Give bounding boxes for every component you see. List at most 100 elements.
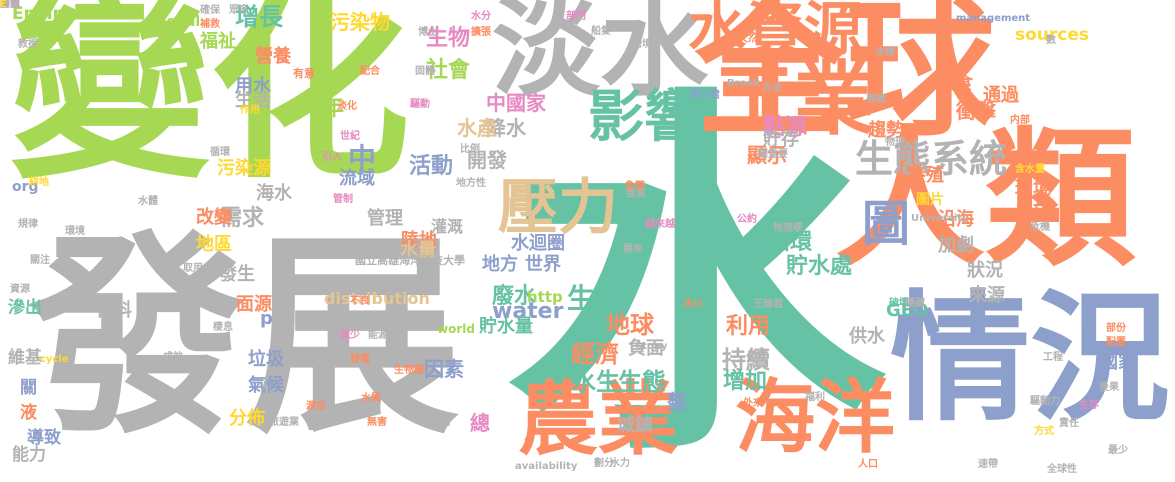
word-110: 教授 — [18, 39, 38, 50]
word-165: 劃分 — [594, 458, 614, 469]
word-179: 後果 — [1099, 382, 1119, 393]
word-186: 有意 — [293, 67, 315, 80]
word-55: 地球 — [606, 311, 654, 339]
word-82: 衝擊 — [956, 99, 996, 123]
word-44: 水量 — [400, 240, 436, 261]
word-23: 營養 — [255, 46, 291, 67]
word-164: 少 — [524, 436, 534, 447]
word-24: 用水 — [235, 76, 271, 97]
word-107: 確保 — [200, 5, 220, 16]
word-63: 城鎮 — [617, 415, 653, 436]
word-49: distribution — [324, 289, 430, 308]
word-105: cycle — [40, 354, 69, 365]
word-75: 養殖 — [908, 165, 944, 186]
word-169: 人口 — [858, 459, 878, 470]
word-65: 利用 — [726, 314, 771, 339]
word-46: 世界 — [525, 254, 561, 275]
word-149: 規律 — [18, 219, 38, 230]
word-103: Brook — [727, 78, 760, 89]
word-11: 農業 — [518, 373, 678, 466]
word-73: 來源 — [969, 285, 1005, 306]
word-177: 驅動力 — [1030, 396, 1060, 407]
word-57: 負面 — [628, 338, 664, 359]
word-59: 水生 — [572, 368, 620, 396]
word-156: 成效 — [163, 352, 183, 363]
word-140: 地方性 — [456, 178, 486, 189]
word-67: 貯水處 — [786, 254, 853, 279]
word-16: Environment — [12, 4, 135, 24]
word-28: 降水 — [486, 116, 526, 140]
word-17: Global — [150, 14, 201, 30]
word-111: 作用 — [240, 105, 260, 116]
word-133: 公約 — [737, 214, 757, 225]
word-39: 地區 — [196, 234, 232, 255]
word-94: 氣候 — [248, 375, 284, 396]
word-3: 發展 — [30, 212, 460, 463]
word-176: 生存 — [1079, 400, 1099, 411]
word-146: 循環 — [210, 147, 230, 158]
word-10: 海洋 — [735, 371, 895, 464]
word-175: 最少 — [1108, 445, 1128, 456]
word-15: 生態系統 — [855, 137, 1008, 181]
word-4: 全球 — [695, 0, 996, 157]
word-100: management — [956, 13, 1031, 24]
word-148: 耕地 — [29, 177, 49, 188]
word-66: GEO — [886, 300, 929, 321]
word-84: 糧食 — [937, 73, 973, 94]
word-60: 生態 — [618, 368, 666, 396]
word-157: 減少 — [340, 330, 360, 341]
word-53: 貯水量 — [479, 316, 533, 337]
word-190: 發掉 — [0, 0, 20, 10]
word-1: 水 — [505, 58, 885, 482]
word-81: 趨勢 — [868, 120, 904, 141]
word-152: 取用 — [183, 263, 203, 274]
word-35: 海水 — [256, 183, 292, 204]
word-116: 水分 — [471, 11, 491, 22]
word-80: 貯存 — [763, 129, 799, 150]
word-173: 全球性 — [1047, 464, 1077, 475]
word-86: 百科 — [96, 300, 132, 321]
word-87: 滲出 — [8, 298, 42, 318]
word-20: 生物 — [426, 26, 471, 51]
word-68: 循環 — [768, 230, 813, 255]
word-130: 破壞 — [889, 298, 909, 309]
word-21: 社會 — [426, 58, 471, 83]
word-76: 環境 — [1015, 178, 1051, 199]
word-62: 整 — [667, 390, 687, 414]
word-19: 污染物 — [330, 10, 390, 34]
word-31: 活動 — [409, 154, 454, 179]
word-102: Stony — [635, 341, 668, 352]
word-129: 含水量 — [1015, 164, 1045, 175]
word-36: org — [12, 179, 39, 195]
word-139: 管制 — [333, 194, 353, 205]
word-123: 數 — [1046, 35, 1056, 46]
word-9: 工業 — [714, 53, 874, 146]
word-163: 形式 — [430, 417, 450, 428]
word-120: 方法 — [762, 83, 782, 94]
word-6: 情況 — [890, 278, 1171, 441]
word-191: S — [0, 0, 8, 10]
word-33: 流域 — [339, 168, 375, 189]
word-178: 工程 — [1043, 352, 1063, 363]
word-58: 因素 — [424, 357, 464, 381]
word-99: world — [437, 322, 475, 336]
word-128: 永庫 — [1015, 149, 1035, 160]
word-181: 配置 — [1106, 337, 1126, 348]
word-150: 環境 — [65, 226, 85, 237]
word-189: 降雨 — [0, 0, 20, 10]
word-113: 固體 — [415, 66, 435, 77]
word-158: 能源 — [368, 330, 388, 341]
word-108: 眾多 — [229, 5, 249, 16]
word-126: 内部 — [1010, 115, 1030, 126]
word-147: 水體 — [138, 196, 158, 207]
word-41: 陸地 — [401, 230, 437, 251]
word-114: 博士 — [418, 27, 438, 38]
word-161: 水質 — [361, 393, 381, 404]
word-144: 淡化 — [337, 101, 357, 112]
word-93: 垃圾 — [248, 349, 284, 370]
word-64: 增加 — [723, 369, 768, 394]
word-56: 經濟 — [571, 340, 619, 368]
word-136: 魚類 — [625, 181, 645, 192]
word-43: 水迴圈 — [511, 233, 565, 254]
